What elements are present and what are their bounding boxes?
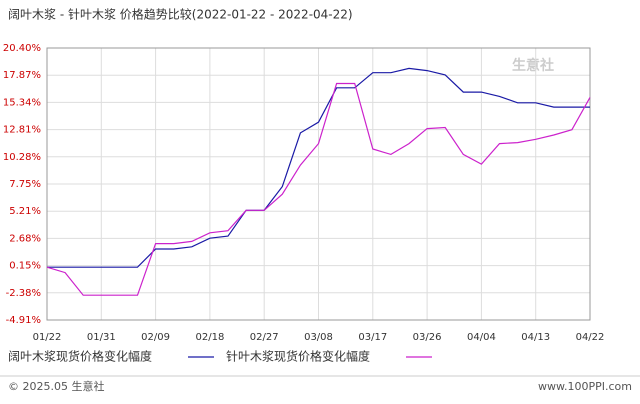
legend-label: 阔叶木浆现货价格变化幅度: [8, 349, 152, 364]
y-tick-label: 12.81%: [3, 125, 41, 136]
line-series: [47, 67, 590, 268]
x-tick-label: 02/09: [141, 332, 170, 343]
chart-title: 阔叶木浆 - 针叶木浆 价格趋势比较(2022-01-22 - 2022-04-…: [8, 7, 353, 22]
watermark: 生意社: [512, 57, 554, 74]
x-tick-label: 04/13: [521, 332, 550, 343]
y-tick-label: -4.91%: [6, 315, 41, 326]
y-tick-label: 2.68%: [9, 233, 41, 244]
x-tick-label: 01/31: [87, 332, 116, 343]
footer-right: www.100PPI.com: [538, 380, 632, 393]
y-tick-label: 15.34%: [3, 97, 41, 108]
line-series: [46, 82, 591, 296]
x-tick-label: 03/26: [413, 332, 442, 343]
y-tick-label: 7.75%: [9, 179, 41, 190]
x-tick-label: 04/22: [576, 332, 605, 343]
x-tick-label: 04/04: [467, 332, 496, 343]
x-tick-label: 01/22: [33, 332, 62, 343]
y-tick-label: 0.15%: [9, 261, 41, 272]
y-tick-label: -2.38%: [6, 288, 41, 299]
footer-left: © 2025.05 生意社: [8, 379, 104, 393]
y-tick-label: 20.40%: [3, 43, 41, 54]
x-tick-label: 02/18: [195, 332, 224, 343]
legend-label: 针叶木浆现货价格变化幅度: [226, 349, 370, 364]
y-tick-label: 17.87%: [3, 70, 41, 81]
y-tick-label: 5.21%: [9, 206, 41, 217]
x-tick-label: 03/17: [358, 332, 387, 343]
plot-border: [46, 47, 591, 321]
y-tick-label: 10.28%: [3, 152, 41, 163]
x-tick-label: 02/27: [250, 332, 279, 343]
x-tick-label: 03/08: [304, 332, 333, 343]
